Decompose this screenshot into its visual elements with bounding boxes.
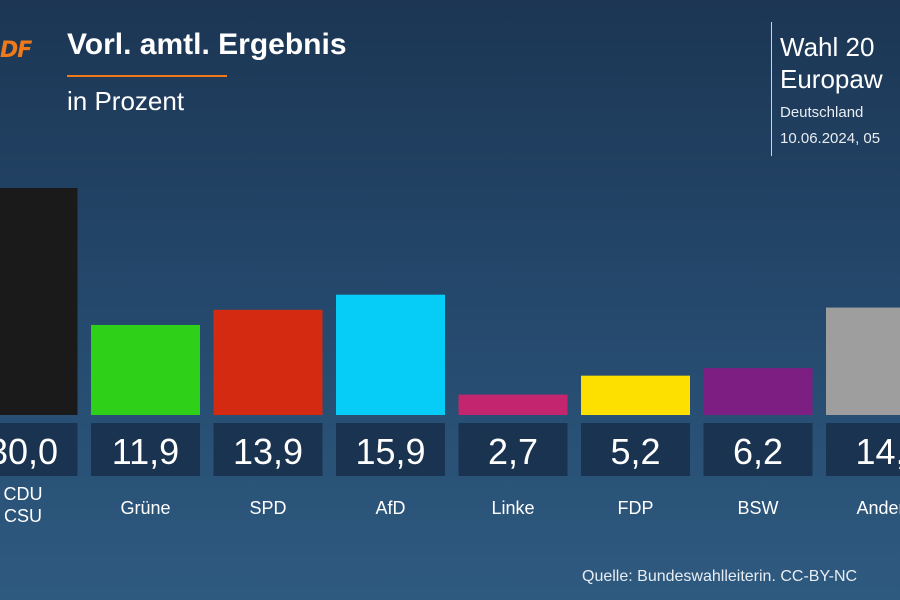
zdf-logo: DF: [0, 38, 32, 63]
bar-linke: [458, 394, 568, 415]
region-label: Deutschland: [780, 104, 864, 121]
info-divider: [771, 22, 772, 156]
value-label-fdp: 5,2: [610, 431, 660, 472]
source-label: Quelle: Bundeswahlleiterin. CC-BY-NC: [582, 568, 858, 585]
value-label-linke: 2,7: [488, 431, 538, 472]
value-label-cdu-csu: 30,0: [0, 431, 58, 472]
bar-spd: [213, 309, 323, 415]
bar-afd: [336, 294, 445, 415]
value-label-afd: 15,9: [355, 431, 425, 472]
category-label-grüne: Grüne: [120, 498, 170, 518]
category-label-fdp: FDP: [618, 498, 654, 518]
value-box-bsw: [703, 423, 813, 476]
chart-subtitle: in Prozent: [67, 86, 185, 116]
value-label-spd: 13,9: [233, 431, 303, 472]
bar-fdp: [581, 375, 690, 415]
election-title: Wahl 20 Europaw: [780, 31, 883, 95]
value-box-spd: [213, 423, 323, 476]
election-title-line2: Europaw: [780, 64, 883, 94]
value-box-afd: [336, 423, 445, 476]
value-box-linke: [458, 423, 568, 476]
value-box-fdp: [581, 423, 690, 476]
timestamp-label: 10.06.2024, 05: [780, 130, 881, 147]
category-label-afd: AfD: [375, 498, 405, 518]
value-box-cdu-csu: [0, 423, 78, 476]
value-box-ander: [826, 423, 900, 476]
bar-ander: [826, 307, 900, 415]
category-label-bsw: BSW: [737, 498, 778, 518]
category-label-cdu-csu: CDU CSU: [4, 484, 43, 526]
value-label-ander: 14,: [855, 431, 900, 472]
value-label-grüne: 11,9: [112, 431, 179, 472]
category-label-spd: SPD: [249, 498, 286, 518]
title-underline: [67, 75, 227, 77]
category-label-linke: Linke: [491, 498, 534, 518]
bar-cdu-csu: [0, 188, 78, 415]
value-box-grüne: [91, 423, 200, 476]
chart-title: Vorl. amtl. Ergebnis: [67, 28, 347, 61]
value-label-bsw: 6,2: [733, 431, 783, 472]
bar-bsw: [703, 368, 813, 415]
election-title-line1: Wahl 20: [780, 32, 875, 62]
category-label-ander: Ander: [856, 498, 900, 518]
bar-grüne: [91, 324, 200, 415]
